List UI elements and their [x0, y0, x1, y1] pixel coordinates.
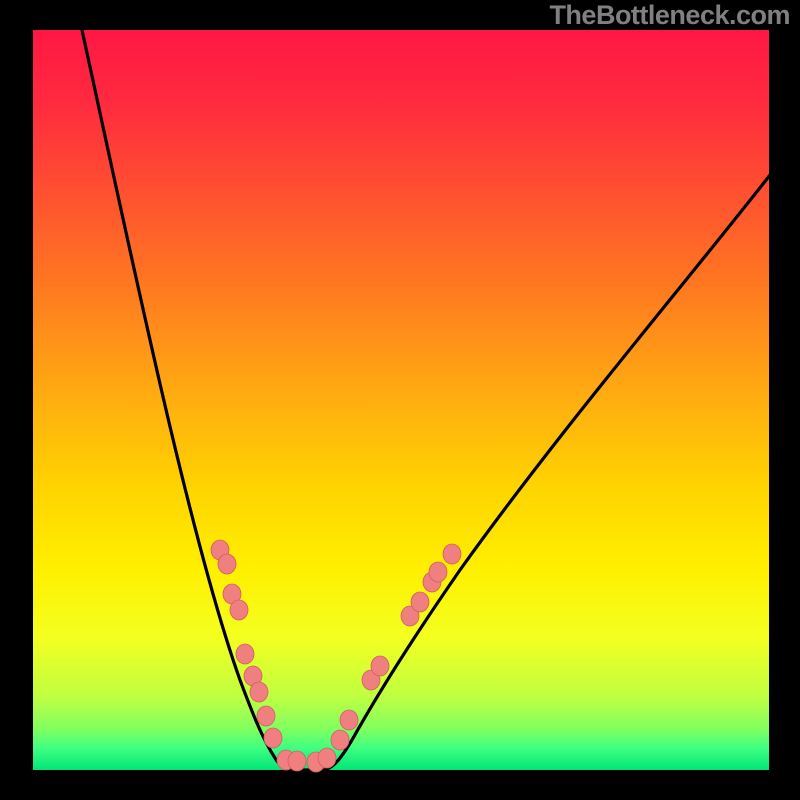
data-marker — [318, 748, 336, 768]
chart-container: TheBottleneck.com — [0, 0, 800, 800]
data-marker — [230, 600, 248, 620]
data-marker — [218, 554, 236, 574]
data-marker — [443, 544, 461, 564]
bottleneck-chart — [0, 0, 800, 800]
data-marker — [411, 592, 429, 612]
data-marker — [264, 728, 282, 748]
watermark-text: TheBottleneck.com — [549, 0, 790, 31]
data-marker — [288, 751, 306, 771]
data-marker — [250, 682, 268, 702]
data-marker — [371, 656, 389, 676]
data-marker — [236, 644, 254, 664]
data-marker — [429, 562, 447, 582]
data-marker — [340, 710, 358, 730]
data-marker — [257, 706, 275, 726]
data-marker — [331, 730, 349, 750]
